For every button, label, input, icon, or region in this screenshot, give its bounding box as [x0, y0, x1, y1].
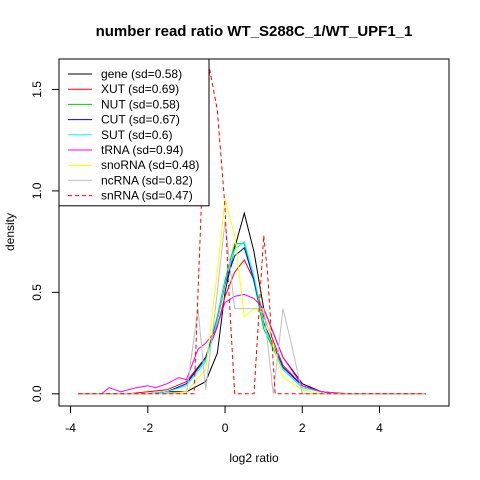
x-tick-label: 0 — [222, 421, 229, 435]
legend-label: SUT (sd=0.6) — [101, 128, 172, 142]
series-line-nut — [78, 243, 426, 395]
y-tick-label: 1.5 — [30, 81, 44, 98]
legend-label: snRNA (sd=0.47) — [101, 189, 193, 203]
y-tick-label: 0.5 — [30, 284, 44, 301]
series-line-snorna — [78, 198, 426, 395]
series-line-ncrna — [78, 221, 426, 395]
legend-label: NUT (sd=0.58) — [101, 97, 180, 111]
legend-label: CUT (sd=0.67) — [101, 113, 180, 127]
series-line-trna — [78, 293, 426, 395]
series-line-snrna — [78, 69, 426, 395]
legend-label: ncRNA (sd=0.82) — [101, 173, 193, 187]
legend-label: tRNA (sd=0.94) — [101, 143, 183, 157]
x-tick-label: 2 — [299, 421, 306, 435]
legend-label: XUT (sd=0.69) — [101, 82, 179, 96]
y-tick-label: 0.0 — [30, 385, 44, 402]
series-line-xut — [78, 258, 426, 395]
y-axis-label: density — [3, 213, 17, 251]
series-line-sut — [78, 240, 426, 395]
x-tick-label: -2 — [142, 421, 153, 435]
legend-label: snoRNA (sd=0.48) — [101, 158, 199, 172]
y-tick-label: 1.0 — [30, 182, 44, 199]
chart-title: number read ratio WT_S288C_1/WT_UPF1_1 — [96, 23, 413, 40]
legend-label: gene (sd=0.58) — [101, 67, 182, 81]
plot-lines — [78, 69, 426, 395]
x-axis-label: log2 ratio — [229, 451, 279, 465]
legend-box — [58, 58, 210, 207]
y-axis: 0.0 0.5 1.0 1.5 — [30, 81, 60, 402]
legend: gene (sd=0.58)XUT (sd=0.69)NUT (sd=0.58)… — [58, 58, 210, 207]
series-line-gene — [78, 211, 426, 395]
x-axis: -4 -2 0 2 4 — [65, 405, 383, 435]
x-tick-label: 4 — [376, 421, 383, 435]
x-tick-label: -4 — [65, 421, 76, 435]
